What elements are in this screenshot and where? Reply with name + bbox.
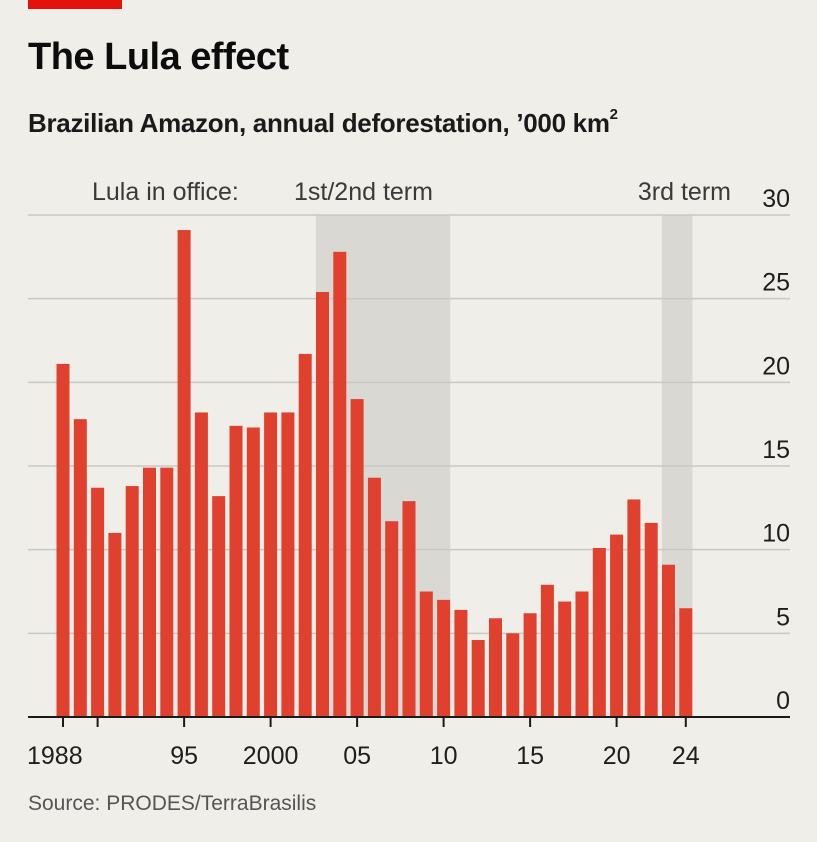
bar-1990	[91, 487, 105, 717]
y-tick-label-10: 10	[762, 520, 790, 548]
x-tick-label-1995: 95	[170, 742, 198, 770]
term3-label: 3rd term	[638, 178, 731, 206]
chart-subtitle: Brazilian Amazon, annual deforestation, …	[28, 106, 618, 139]
bar-1994	[160, 467, 174, 717]
bar-2010	[437, 599, 451, 717]
bar-1999	[246, 427, 260, 717]
bar-2022	[644, 522, 658, 717]
chart-title: The Lula effect	[28, 36, 289, 78]
bar-2003	[316, 291, 329, 717]
x-tick-label-2020: 20	[603, 742, 631, 770]
y-tick-label-30: 30	[762, 185, 790, 213]
x-tick-label-2010: 10	[430, 742, 458, 770]
bar-2024	[679, 608, 693, 717]
bar-2016	[540, 584, 554, 717]
bar-1992	[125, 486, 139, 717]
subtitle-text: Brazilian Amazon, annual deforestation, …	[28, 108, 610, 138]
bar-2002	[298, 353, 312, 717]
bar-1989	[73, 419, 87, 717]
bar-1995	[177, 230, 191, 717]
bar-2020	[610, 534, 624, 717]
y-tick-label-15: 15	[762, 436, 790, 464]
bar-2000	[264, 412, 278, 717]
bar-1991	[108, 532, 122, 717]
x-tick-label-1988: 1988	[27, 742, 83, 770]
bar-2015	[523, 613, 537, 717]
bar-1998	[229, 425, 243, 717]
bar-2018	[575, 591, 589, 717]
y-tick-label-5: 5	[776, 603, 790, 631]
brand-tag	[28, 0, 122, 9]
bar-1988	[56, 363, 70, 717]
bar-2006	[367, 477, 381, 717]
bars	[56, 230, 693, 717]
bar-2017	[558, 601, 572, 717]
bar-2019	[592, 547, 606, 717]
bar-2004	[333, 251, 347, 717]
bar-2023	[662, 564, 675, 717]
bar-2001	[281, 412, 295, 717]
x-tick-label-2000: 2000	[243, 742, 299, 770]
term1-label: 1st/2nd term	[294, 178, 433, 206]
bar-2009	[419, 591, 433, 717]
x-axis	[28, 716, 790, 727]
bar-2005	[350, 399, 364, 717]
y-tick-label-0: 0	[776, 687, 790, 715]
bar-1997	[212, 496, 226, 717]
y-axis-labels: 0 5 10 15 20 25 30	[762, 185, 790, 715]
bar-2007	[385, 521, 399, 717]
y-tick-label-20: 20	[762, 352, 790, 380]
bar-2008	[402, 501, 416, 717]
x-tick-label-2015: 15	[516, 742, 544, 770]
x-tick-label-2024: 24	[672, 742, 700, 770]
lula-in-office-label: Lula in office:	[92, 178, 239, 206]
bar-1993	[143, 467, 156, 717]
x-axis-labels: 1988 95 2000 05 10 15 20 24	[27, 742, 700, 770]
bar-1996	[194, 412, 208, 717]
bar-2012	[471, 640, 485, 717]
bar-2021	[627, 499, 641, 717]
bar-2011	[454, 609, 468, 717]
y-tick-label-25: 25	[762, 269, 790, 297]
bar-2013	[489, 618, 502, 717]
subtitle-superscript: 2	[609, 106, 618, 123]
source-note: Source: PRODES/TerraBrasilis	[28, 792, 317, 815]
bar-2014	[506, 633, 520, 717]
x-tick-label-2005: 05	[343, 742, 371, 770]
